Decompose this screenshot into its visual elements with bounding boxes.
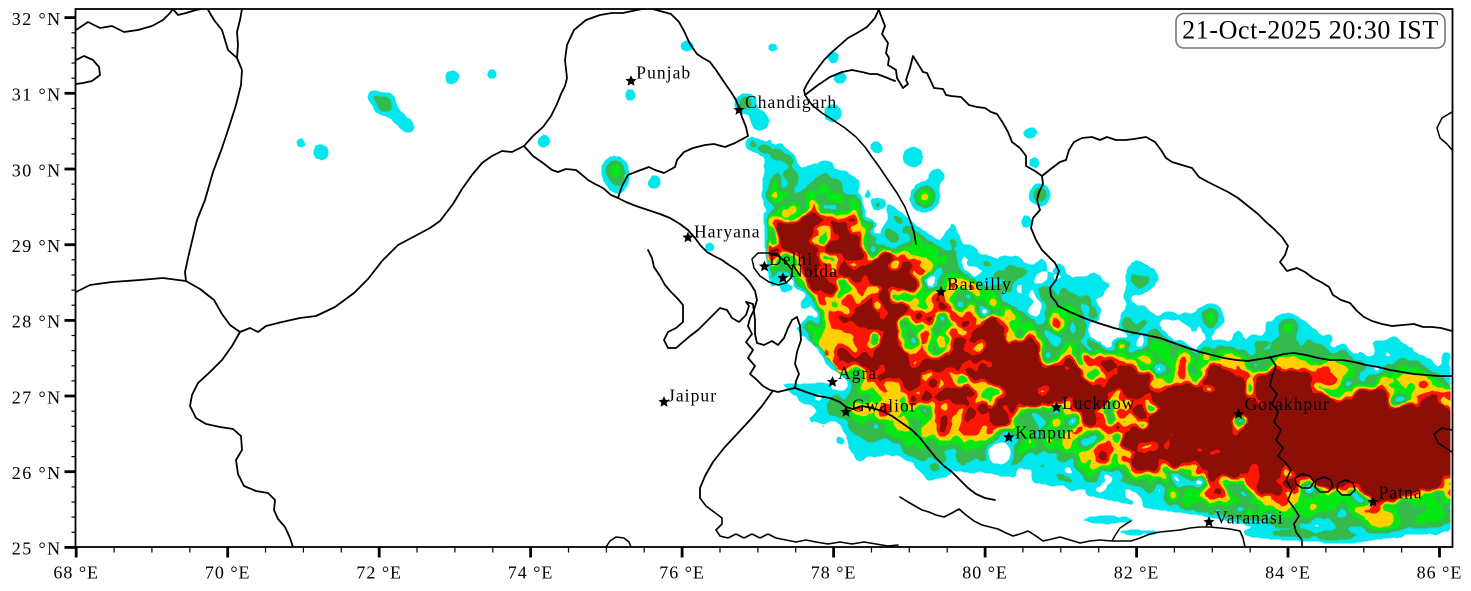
svg-text:30 °N: 30 °N: [12, 160, 62, 180]
svg-text:68 °E: 68 °E: [53, 563, 99, 583]
svg-text:70 °E: 70 °E: [205, 563, 251, 583]
svg-text:78 °E: 78 °E: [811, 563, 857, 583]
svg-text:Delhi: Delhi: [769, 249, 813, 269]
svg-text:76 °E: 76 °E: [659, 563, 705, 583]
svg-text:26 °N: 26 °N: [12, 463, 62, 483]
svg-text:Gorakhpur: Gorakhpur: [1245, 394, 1330, 414]
svg-text:28 °N: 28 °N: [12, 312, 62, 332]
svg-text:80 °E: 80 °E: [962, 563, 1008, 583]
svg-text:Lucknow: Lucknow: [1062, 393, 1135, 413]
svg-text:Patna: Patna: [1379, 483, 1423, 503]
svg-text:25 °N: 25 °N: [12, 539, 62, 559]
svg-text:Haryana: Haryana: [694, 222, 761, 242]
svg-text:Gwalior: Gwalior: [852, 396, 917, 416]
svg-text:86 °E: 86 °E: [1417, 563, 1463, 583]
svg-text:27 °N: 27 °N: [12, 387, 62, 407]
svg-text:72 °E: 72 °E: [356, 563, 402, 583]
svg-text:Bareilly: Bareilly: [947, 274, 1012, 294]
svg-text:Noida: Noida: [790, 261, 838, 281]
svg-text:Chandigarh: Chandigarh: [745, 92, 837, 112]
svg-text:Jaipur: Jaipur: [668, 386, 717, 406]
svg-text:32 °N: 32 °N: [12, 9, 62, 29]
svg-text:21-Oct-2025 20:30 IST: 21-Oct-2025 20:30 IST: [1182, 16, 1439, 45]
svg-text:31 °N: 31 °N: [12, 85, 62, 105]
svg-text:29 °N: 29 °N: [12, 236, 62, 256]
svg-text:Agra: Agra: [838, 363, 877, 383]
svg-text:Punjab: Punjab: [636, 63, 691, 83]
svg-text:Kanpur: Kanpur: [1015, 423, 1074, 443]
svg-text:Varanasi: Varanasi: [1215, 508, 1284, 528]
svg-text:84 °E: 84 °E: [1265, 563, 1311, 583]
svg-text:74 °E: 74 °E: [508, 563, 554, 583]
svg-text:82 °E: 82 °E: [1114, 563, 1160, 583]
